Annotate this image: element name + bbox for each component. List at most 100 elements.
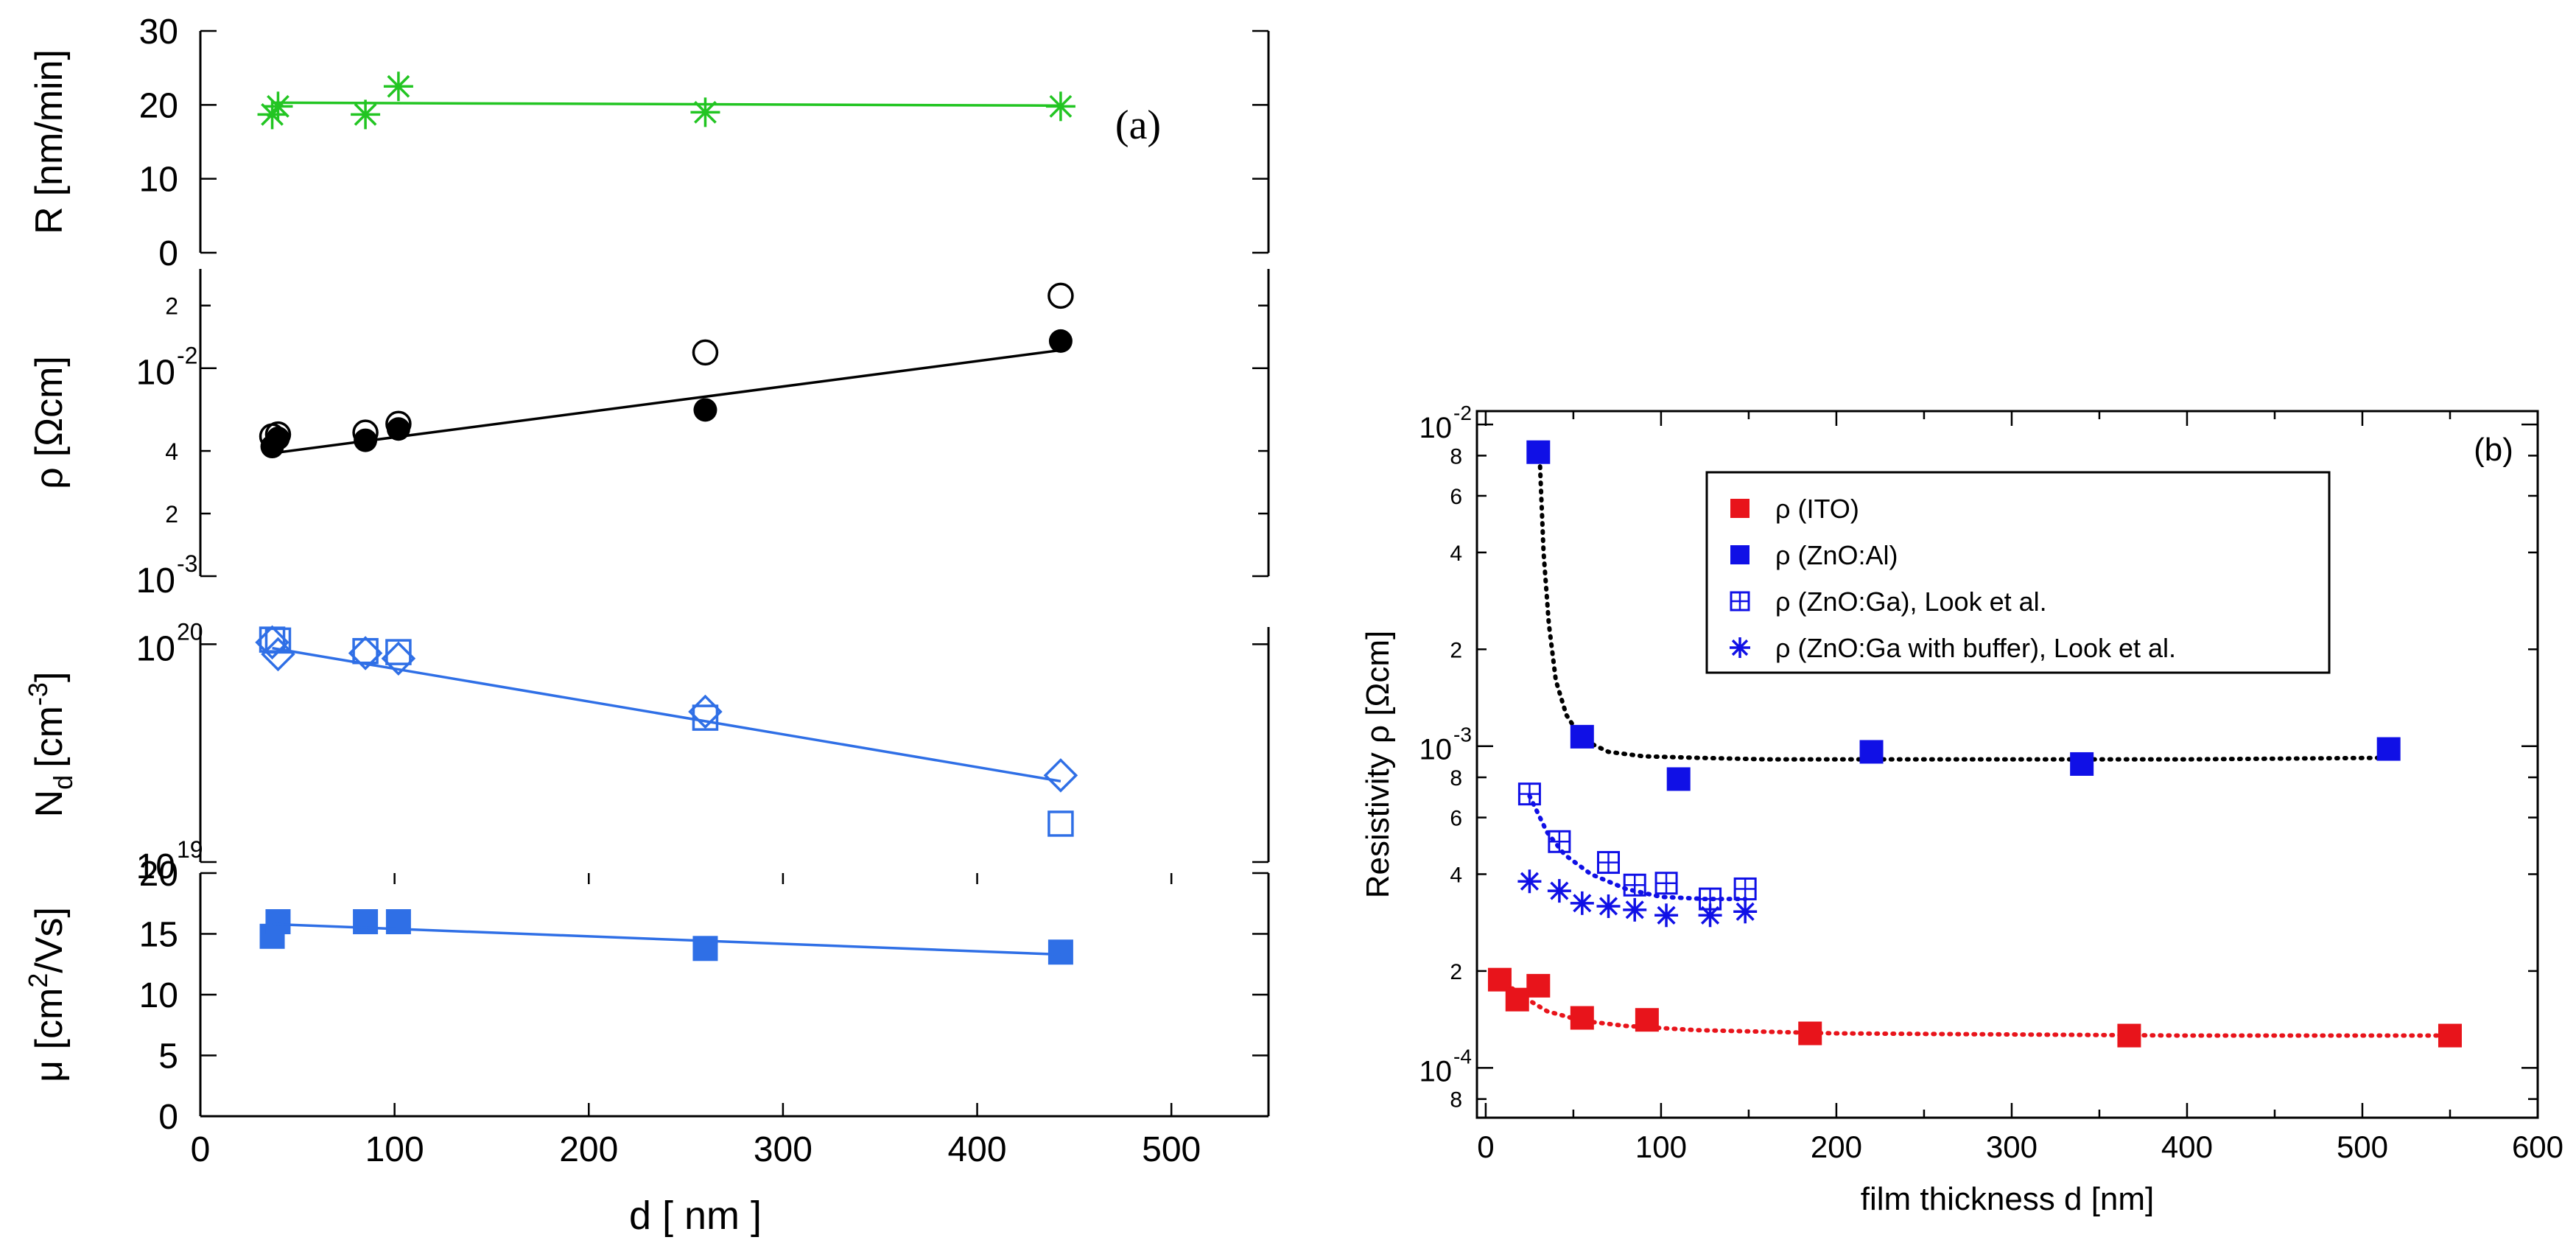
fit-curve-0	[1497, 975, 2452, 1038]
data-point-b	[2376, 737, 2401, 761]
x-tick-label-a: 100	[365, 1130, 424, 1169]
x-axis-label-a: d [ nm ]	[629, 1194, 762, 1238]
y-tick-exponent-b: -2	[1453, 402, 1472, 424]
x-tick-label-a: 200	[559, 1130, 618, 1169]
y-label-unit: /Vs]	[28, 907, 71, 973]
panel-label-a: (a)	[1115, 102, 1161, 148]
data-point	[1047, 810, 1074, 837]
data-point	[257, 99, 287, 130]
y-label-main: ρ	[28, 467, 71, 489]
data-point-b	[1570, 724, 1594, 749]
x-tick-label-b: 100	[1635, 1129, 1687, 1164]
data-point-b	[1517, 869, 1542, 894]
y-tick-label-b: 6	[1450, 485, 1462, 509]
data-point-b	[1526, 440, 1551, 464]
data-point	[692, 339, 719, 366]
x-tick-label-b: 600	[2512, 1129, 2563, 1164]
data-point	[348, 636, 383, 670]
legend-box	[1705, 471, 2331, 674]
legend-label: ρ (ZnO:Ga with buffer), Look et al.	[1775, 633, 2176, 663]
data-point	[1047, 939, 1073, 965]
y-tick-label: 10	[136, 354, 175, 393]
y-tick-label: 10	[139, 976, 178, 1015]
data-point-b	[2117, 1023, 2141, 1048]
y-label-sup: 2	[23, 973, 53, 988]
y-tick-label: 30	[139, 13, 178, 52]
panel-label-b: (b)	[2474, 432, 2513, 468]
data-point	[688, 694, 723, 729]
x-axis-label-b: film thickness d [nm]	[1861, 1181, 2155, 1217]
y-tick-label-b: 10	[1419, 734, 1453, 766]
data-point	[265, 909, 291, 934]
y-label-unit: [Ωcm]	[28, 356, 71, 457]
y-label-unit: [nm/min]	[28, 49, 71, 196]
y-tick-label: 0	[158, 234, 178, 273]
x-tick-label-b: 0	[1477, 1129, 1494, 1164]
y-tick-label: 10	[136, 847, 175, 886]
data-point-b	[1654, 903, 1679, 928]
data-point	[383, 71, 413, 102]
legend-label: ρ (ZnO:Al)	[1775, 540, 1898, 570]
x-tick-label-a: 0	[191, 1130, 211, 1169]
y-tick-label: 2	[165, 293, 178, 320]
data-point-b	[2070, 752, 2094, 776]
data-point	[693, 398, 717, 422]
data-point-b	[1623, 897, 1647, 922]
fit-line	[272, 646, 1061, 783]
x-tick-label-b: 200	[1811, 1129, 1862, 1164]
data-point	[261, 637, 295, 672]
y-label-unit: [cm	[28, 706, 71, 768]
legend-label: ρ (ITO)	[1775, 494, 1859, 524]
y-tick-label: 0	[158, 1098, 178, 1137]
data-point-b	[1798, 1021, 1822, 1045]
fit-line	[272, 101, 1061, 108]
y-tick-label: 5	[158, 1037, 178, 1076]
y-axis-label-0: R [nm/min]	[28, 49, 71, 234]
y-tick-label: 15	[139, 916, 178, 955]
data-point-b	[1570, 891, 1594, 915]
fit-curve-1	[1537, 464, 2391, 762]
legend-marker	[1730, 545, 1749, 564]
legend-marker	[1730, 591, 1750, 612]
legend: ρ (ITO) ρ (ZnO:Al) ρ (ZnO:Ga), Look et al.…	[1705, 471, 2331, 674]
legend-marker	[1730, 499, 1749, 518]
data-point-b	[1526, 973, 1551, 998]
y-tick-label-b: 2	[1450, 638, 1462, 662]
y-label-main: N	[28, 790, 71, 818]
data-point-b	[1733, 900, 1758, 924]
y-tick-label-b: 10	[1419, 412, 1453, 444]
x-tick-label-b: 400	[2161, 1129, 2213, 1164]
data-point	[690, 97, 720, 127]
data-point-b	[1548, 830, 1571, 853]
y-axis-label-1: ρ [Ωcm]	[28, 356, 71, 489]
data-point	[255, 625, 289, 660]
data-point	[1047, 282, 1074, 309]
y-label-close: ]	[28, 672, 71, 682]
data-point	[263, 91, 293, 122]
data-point	[692, 704, 719, 731]
data-point	[1043, 758, 1078, 793]
y-label-main: R	[28, 206, 71, 234]
y-tick-label: 20	[139, 855, 178, 894]
y-tick-exponent: 20	[177, 618, 203, 645]
data-point	[266, 426, 290, 450]
y-tick-label: 10	[139, 161, 178, 200]
y-tick-label: 10	[136, 629, 175, 668]
data-point-b	[1654, 872, 1678, 895]
y-label-sub: d	[48, 775, 78, 790]
data-point-b	[1698, 903, 1722, 928]
y-tick-label-b: 8	[1450, 766, 1462, 791]
data-point-b	[1859, 740, 1884, 764]
x-tick-label-b: 500	[2337, 1129, 2388, 1164]
data-point-b	[1635, 1008, 1659, 1032]
y-axis-label-3: μ [cm2/Vs]	[23, 907, 71, 1082]
data-point-b	[2438, 1023, 2462, 1048]
y-tick-label-b: 4	[1450, 542, 1462, 566]
subplot-0: 0 10 20 30 R [nm/min]	[28, 13, 1270, 273]
data-point	[1048, 329, 1073, 353]
data-point-b	[1596, 894, 1621, 918]
data-point-b	[1505, 987, 1529, 1012]
